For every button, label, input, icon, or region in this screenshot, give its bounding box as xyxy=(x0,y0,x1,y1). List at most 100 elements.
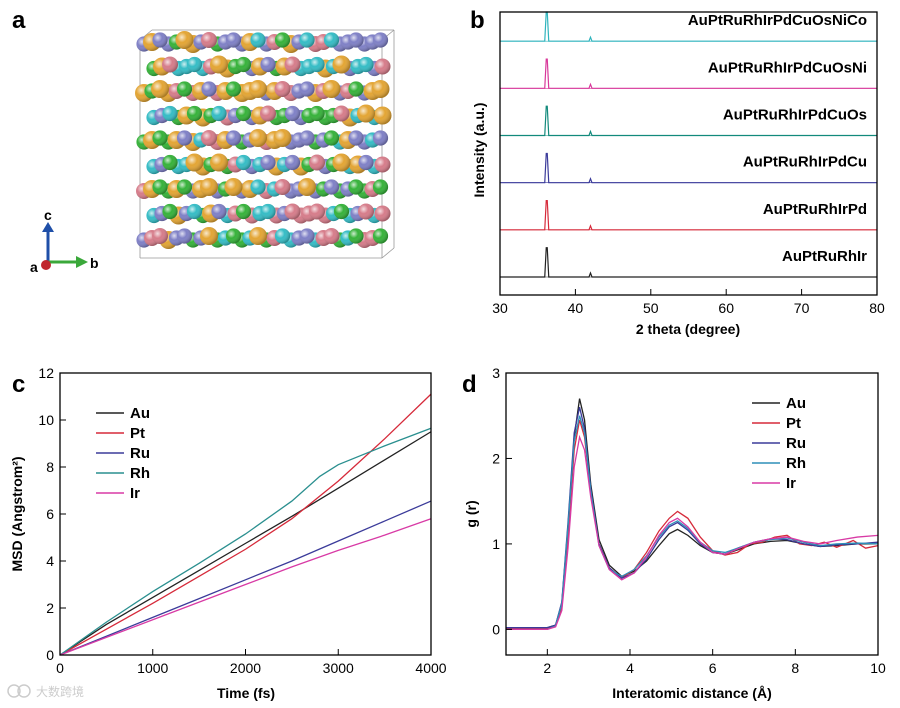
atom-shine xyxy=(176,179,193,195)
atom-shine xyxy=(323,179,340,195)
atom-ir xyxy=(284,203,301,220)
panel-label-b: b xyxy=(470,7,485,34)
msd-series-ru xyxy=(59,500,432,656)
atom-au xyxy=(249,129,267,147)
atom-shine xyxy=(186,105,203,122)
atom-shine xyxy=(372,228,389,244)
msd-series-rh xyxy=(59,427,432,656)
atom-ir xyxy=(152,228,168,244)
atom-au xyxy=(249,80,267,98)
axis-triad: c a b xyxy=(30,207,99,275)
atom-pt xyxy=(235,56,252,73)
atom-shine xyxy=(298,178,316,196)
rdf-legend-label: Rh xyxy=(786,455,806,472)
atom-pt xyxy=(348,228,364,244)
atom-shine xyxy=(357,104,375,123)
a-axis-dot xyxy=(41,260,51,270)
atom-pt xyxy=(162,203,178,220)
atom-shine xyxy=(260,203,276,220)
atom-shine xyxy=(309,154,325,171)
atom-pt xyxy=(235,203,252,220)
rdf-series-rh xyxy=(506,415,879,631)
xrd-x-tick-label: 70 xyxy=(794,300,810,316)
atom-ir xyxy=(274,81,291,97)
atom-rh xyxy=(235,154,252,171)
atom-shine xyxy=(175,31,194,49)
atom-shine xyxy=(372,179,389,195)
atom-shine xyxy=(284,56,301,73)
atom-shine xyxy=(211,203,227,220)
atom-shine xyxy=(374,205,391,222)
atom-au xyxy=(322,80,341,98)
atom-pt xyxy=(348,179,364,195)
atom-au xyxy=(200,178,218,196)
atom-pt xyxy=(372,228,389,244)
atom-rh xyxy=(186,203,203,220)
msd-series-group xyxy=(59,393,432,656)
atom-shine xyxy=(333,203,350,220)
rdf-legend-label: Au xyxy=(786,395,806,412)
atom-shine xyxy=(332,153,351,172)
atom-pt xyxy=(323,130,340,146)
atom-au xyxy=(373,106,392,125)
axis-label-c: c xyxy=(44,207,52,223)
atom-shine xyxy=(323,228,340,244)
msd-legend-label: Rh xyxy=(130,465,150,482)
rdf-y-tick-label: 2 xyxy=(492,450,500,466)
atom-rh xyxy=(260,203,276,220)
atom-ir xyxy=(374,205,391,222)
watermark-logo-icon xyxy=(7,684,21,698)
atom-ir xyxy=(260,105,276,122)
atom-au xyxy=(210,55,228,74)
atom-shine xyxy=(348,179,364,195)
atom-au xyxy=(185,153,204,172)
atom-shine xyxy=(348,228,364,244)
atom-ir xyxy=(274,179,291,195)
atom-shine xyxy=(186,56,203,73)
atom-shine xyxy=(260,56,276,73)
atom-rh xyxy=(162,105,178,122)
atom-pt xyxy=(225,81,242,97)
atom-ir xyxy=(358,203,374,220)
atom-ru xyxy=(260,56,276,73)
atom-shine xyxy=(151,80,169,98)
xrd-x-tick-label: 80 xyxy=(869,300,885,316)
rdf-series-au xyxy=(506,398,878,629)
atom-pt xyxy=(333,203,350,220)
atom-shine xyxy=(200,178,218,196)
atom-ru xyxy=(225,32,242,48)
atom-shine xyxy=(309,56,325,73)
atom-shine xyxy=(284,154,301,171)
atom-shine xyxy=(299,130,315,146)
atom-au xyxy=(175,31,194,49)
atom-au xyxy=(357,104,375,123)
atom-shine xyxy=(358,154,374,171)
rdf-plot-frame xyxy=(505,372,879,656)
atom-shine xyxy=(323,130,340,146)
msd-x-tick-label: 1000 xyxy=(137,660,168,676)
atom-ru xyxy=(372,32,389,48)
xrd-chart: AuPtRuRhIrPdCuOsNiCo AuPtRuRhIrPdCuOsNi Au… xyxy=(471,11,885,337)
atom-shine xyxy=(374,58,391,75)
watermark-logo-ring-icon xyxy=(17,684,31,698)
msd-x-tick-label: 4000 xyxy=(415,660,446,676)
xrd-series-labels: AuPtRuRhIrPdCuOsNiCo AuPtRuRhIrPdCuOsNi Au… xyxy=(688,12,867,265)
atom-shine xyxy=(200,227,218,245)
atom-shine xyxy=(176,130,193,146)
atom-shine xyxy=(162,56,178,73)
atom-shine xyxy=(201,130,217,146)
xrd-y-axis-title: Intensity (a.u.) xyxy=(471,103,487,198)
atom-ir xyxy=(333,105,350,122)
atom-shine xyxy=(299,228,315,244)
atom-shine xyxy=(186,203,203,220)
atom-ir xyxy=(162,56,178,73)
atom-rh xyxy=(309,56,325,73)
msd-x-axis-title: Time (fs) xyxy=(217,685,275,701)
atom-rh xyxy=(186,56,203,73)
atom-shine xyxy=(225,130,242,146)
atom-shine xyxy=(371,80,390,98)
rdf-x-tick-label: 10 xyxy=(870,660,886,676)
atom-ru xyxy=(299,81,315,97)
rdf-legend-label: Ir xyxy=(786,475,796,492)
atom-au xyxy=(298,178,316,196)
